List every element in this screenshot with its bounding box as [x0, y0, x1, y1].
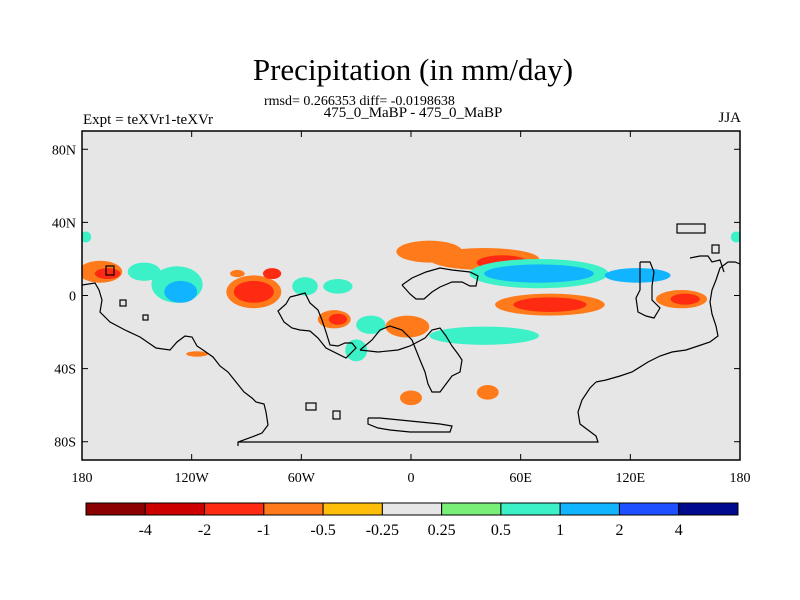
x-tick-label: 120E	[616, 471, 646, 486]
x-tick-label: 60W	[288, 471, 316, 486]
y-tick-label: 40N	[52, 216, 76, 231]
anomaly-region-16	[345, 339, 368, 362]
anomaly-region-26	[670, 293, 700, 305]
coastline-island-pacific-3	[142, 314, 149, 321]
axes: 180 120W 60W 0 60E 120E 180 80N 40N 0 40S 80S	[52, 131, 751, 486]
x-tick-label: 180	[730, 471, 751, 486]
colorbar-swatch-8	[500, 502, 561, 516]
anomaly-region-6	[230, 269, 245, 278]
coastline-eurasia	[401, 267, 479, 300]
coastline-asia-east	[595, 261, 740, 383]
rmsd-diff-label: rmsd= 0.266353 diff= -0.0198638	[264, 94, 455, 109]
colorbar-swatch-3	[204, 502, 265, 516]
anomaly-region-9	[262, 268, 282, 280]
coastline-africa	[359, 325, 463, 393]
colorbar-swatch-4	[263, 502, 324, 516]
coastline-island-pacific-2	[119, 299, 127, 307]
anomaly-region-21	[484, 264, 594, 283]
x-tick-label: 180	[72, 471, 93, 486]
anomaly-region-28	[400, 390, 422, 406]
coastline-island-south-atlantic-2	[332, 410, 341, 420]
colorbar-label: 0.5	[491, 522, 511, 539]
coastline-weddell	[367, 417, 453, 433]
colorbar-label: -2	[198, 522, 211, 539]
coastlines	[82, 223, 740, 446]
coastline-island-south-atlantic	[305, 402, 317, 411]
colorbar-label: 0.25	[428, 522, 456, 539]
anomaly-region-8	[233, 280, 274, 303]
plot-title: Precipitation (in mm/day)	[252, 52, 574, 87]
x-tick-label: 0	[408, 471, 415, 486]
anomaly-region-11	[323, 279, 353, 294]
season-label: JJA	[718, 110, 741, 126]
colorbar-label: 2	[615, 522, 623, 539]
y-tick-label: 0	[69, 290, 76, 305]
experiment-label: Expt = teXVr1-teXVr	[83, 112, 213, 128]
coastline-island-ne	[711, 244, 720, 254]
colorbar-label: -1	[257, 522, 270, 539]
colorbar: -4 -2 -1 -0.5 -0.25 0.25 0.5 1 2 4	[85, 502, 739, 539]
colorbar-label: -0.25	[366, 522, 399, 539]
anomaly-region-15	[385, 315, 430, 338]
colorbar-swatch-7	[441, 502, 502, 516]
colorbar-label: 4	[675, 522, 683, 539]
colorbar-label: 1	[556, 522, 564, 539]
coastline-antarctica	[238, 381, 599, 443]
colorbar-swatch-2	[144, 502, 206, 516]
colorbar-swatch-5	[322, 502, 383, 516]
coastline-island-pacific	[105, 265, 115, 276]
comparison-label: 475_0_MaBP - 475_0_MaBP	[323, 105, 503, 121]
coastline-asia-islands	[635, 261, 661, 319]
anomaly-region-5	[164, 280, 198, 303]
anomaly-region-22	[604, 268, 671, 283]
x-tick-label: 120W	[175, 471, 210, 486]
anomaly-region-14	[356, 315, 386, 334]
y-tick-label: 80S	[54, 436, 76, 451]
y-tick-label: 80N	[52, 143, 76, 158]
x-tick-label: 60E	[509, 471, 532, 486]
anomaly-region-3	[127, 262, 161, 281]
anomaly-region-24	[513, 297, 587, 312]
anomaly-region-27	[429, 326, 539, 345]
anomaly-field	[82, 231, 740, 406]
colorbar-swatch-6	[381, 502, 443, 516]
anomaly-region-32	[730, 231, 740, 243]
anomaly-region-13	[328, 313, 348, 325]
anomaly-region-10	[292, 277, 318, 296]
coastline-japan	[676, 223, 706, 234]
colorbar-swatch-11	[678, 502, 739, 516]
colorbar-swatch-9	[559, 502, 620, 516]
colorbar-label: -4	[139, 522, 152, 539]
anomaly-region-2	[94, 268, 121, 280]
anomaly-region-29	[476, 385, 499, 400]
y-tick-label: 40S	[54, 363, 76, 378]
coastline-south-america	[277, 292, 357, 359]
anomaly-region-31	[82, 231, 92, 243]
coastline-north-america	[82, 282, 269, 446]
colorbar-swatch-10	[618, 502, 680, 516]
anomaly-region-30	[186, 351, 209, 357]
coastline-pacific-east	[689, 255, 725, 273]
colorbar-label: -0.5	[310, 522, 335, 539]
colorbar-swatch-1	[85, 502, 146, 516]
